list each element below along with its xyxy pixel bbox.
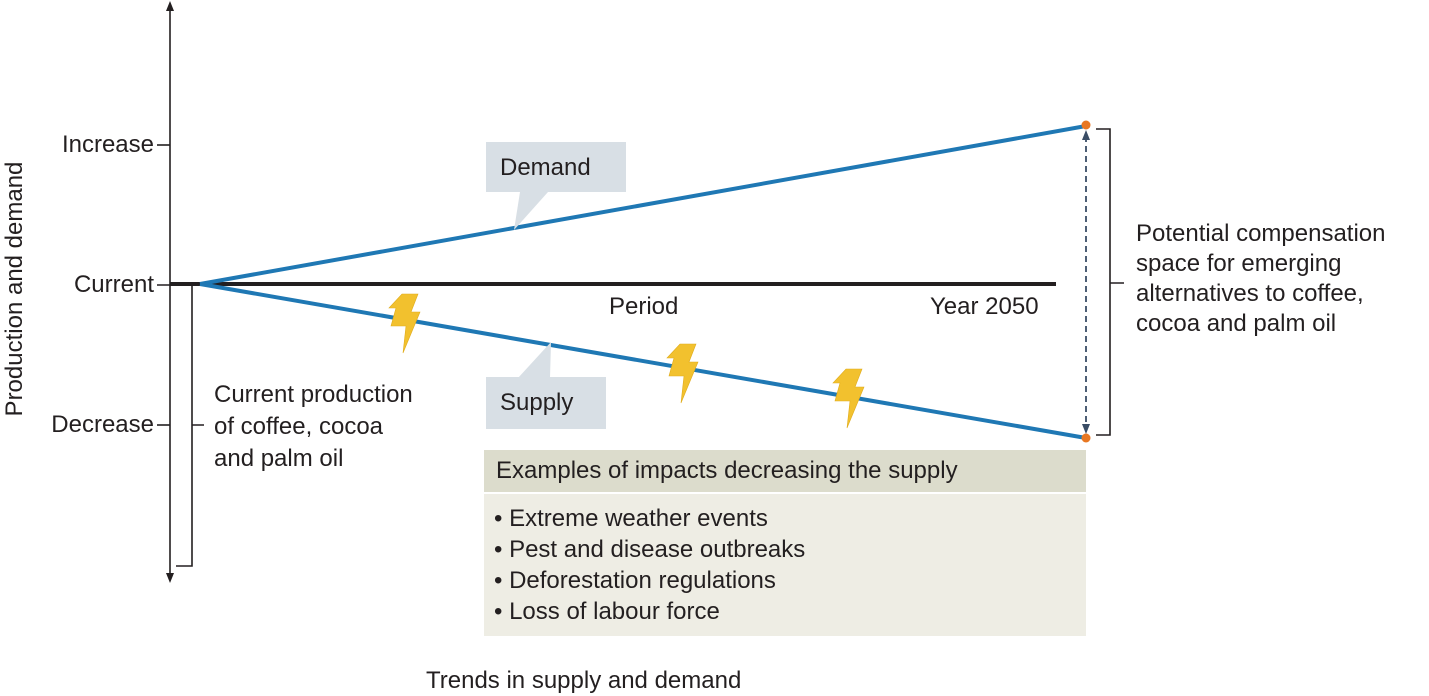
y-axis-arrow-down bbox=[166, 573, 174, 583]
demand-line bbox=[199, 124, 1087, 286]
supply-endpoint bbox=[1081, 433, 1091, 443]
tick-label-current: Current bbox=[73, 271, 154, 298]
impact-item: Extreme weather events bbox=[494, 503, 1076, 534]
current-production-line: Current production bbox=[214, 381, 413, 408]
current-production-note: Current production of coffee, cocoa and … bbox=[214, 379, 413, 475]
impacts-box: Examples of impacts decreasing the suppl… bbox=[484, 450, 1086, 636]
supply-line bbox=[199, 282, 1087, 440]
current-production-bracket bbox=[176, 284, 204, 567]
demand-endpoint bbox=[1081, 120, 1091, 130]
demand-callout: Demand bbox=[486, 142, 626, 192]
impacts-title: Examples of impacts decreasing the suppl… bbox=[484, 450, 1086, 492]
compensation-line: Potential compensation bbox=[1136, 220, 1386, 247]
supply-callout-pointer bbox=[518, 342, 551, 378]
demand-label: Demand bbox=[500, 154, 591, 181]
impact-item: Deforestation regulations bbox=[494, 565, 1076, 596]
compensation-line: space for emerging bbox=[1136, 250, 1342, 277]
supply-label: Supply bbox=[500, 389, 574, 416]
y-axis-arrow-up bbox=[166, 1, 174, 11]
gap-arrow-head-down bbox=[1082, 424, 1090, 434]
year-2050-label: Year 2050 bbox=[930, 293, 1039, 320]
tick-label-increase: Increase bbox=[61, 131, 154, 158]
current-production-line: of coffee, cocoa bbox=[214, 413, 384, 440]
impact-item: Pest and disease outbreaks bbox=[494, 534, 1076, 565]
compensation-line: cocoa and palm oil bbox=[1136, 310, 1337, 337]
lightning-icon bbox=[388, 293, 421, 354]
x-axis-title: Trends in supply and demand bbox=[426, 667, 742, 694]
compensation-note: Potential compensation space for emergin… bbox=[1136, 219, 1386, 339]
current-production-line: and palm oil bbox=[214, 445, 344, 472]
lightning-icon bbox=[666, 343, 699, 404]
compensation-bracket bbox=[1096, 128, 1124, 436]
compensation-line: alternatives to coffee, bbox=[1136, 280, 1364, 307]
gap-arrow-head-up bbox=[1082, 130, 1090, 140]
demand-callout-pointer bbox=[514, 192, 548, 230]
impacts-list: Extreme weather events Pest and disease … bbox=[484, 494, 1086, 636]
period-label: Period bbox=[609, 293, 679, 320]
supply-callout: Supply bbox=[486, 377, 606, 429]
impact-item: Loss of labour force bbox=[494, 596, 1076, 627]
lightning-icon bbox=[832, 368, 865, 429]
tick-label-decrease: Decrease bbox=[51, 411, 154, 438]
